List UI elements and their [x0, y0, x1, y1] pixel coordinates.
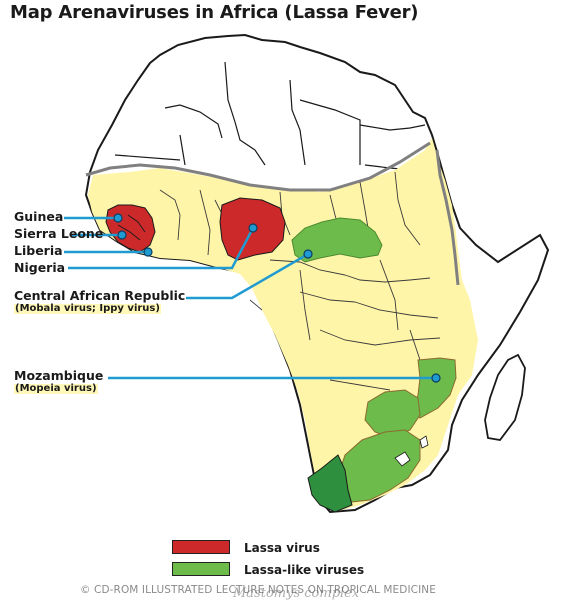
lassa-like-darkgreen-region — [307, 454, 353, 513]
car-marker — [303, 249, 313, 259]
lassa-like-zimbabwe-region — [364, 389, 421, 439]
mozambique-marker — [431, 373, 441, 383]
country-borders — [159, 171, 441, 391]
guinea-marker — [113, 213, 123, 223]
label-guinea: Guinea — [14, 209, 64, 224]
label-nigeria: Nigeria — [14, 260, 66, 275]
zone-boundary — [85, 141, 431, 192]
legend-label-lassa: Lassa virus — [244, 541, 320, 555]
leader-lines — [64, 216, 436, 380]
label-mozambique-virus: (Mopeia virus) — [14, 383, 98, 394]
mastomys-overlay-text: Mastomys complex — [233, 586, 360, 601]
liberia-marker — [143, 247, 153, 257]
label-car-viruses: (Mobala virus; Ippy virus) — [14, 303, 161, 314]
madagascar — [484, 353, 526, 441]
swaziland — [419, 435, 429, 449]
north-country-borders — [114, 61, 431, 171]
label-car: Central African Republic — [14, 288, 186, 303]
lassa-guinea-region — [105, 204, 156, 253]
nigeria-leader — [68, 227, 255, 270]
sierra-leone-marker — [117, 230, 127, 240]
label-liberia: Liberia — [14, 243, 63, 258]
page-title: Map Arenaviruses in Africa (Lassa Fever) — [10, 2, 419, 23]
copyright-notice: © CD-ROM ILLUSTRATED LECTURE NOTES ON TR… — [80, 584, 436, 596]
label-mozambique: Mozambique — [14, 368, 104, 383]
nigeria-marker — [248, 223, 258, 233]
leader-dots — [113, 213, 441, 383]
legend-swatch-lassa-like — [172, 562, 230, 576]
lassa-like-mozambique-region — [411, 357, 457, 419]
car-leader — [186, 252, 309, 300]
legend-label-lassa-like: Lassa-like viruses — [244, 563, 365, 577]
label-sierra-leone: Sierra Leone — [14, 226, 104, 241]
legend-swatch-lassa — [172, 540, 230, 554]
lesotho — [394, 451, 411, 467]
zone-boundary-east — [435, 149, 460, 286]
lassa-like-car-region — [291, 217, 383, 263]
sierra-leone-border — [127, 214, 146, 233]
guinea-border — [117, 224, 141, 241]
